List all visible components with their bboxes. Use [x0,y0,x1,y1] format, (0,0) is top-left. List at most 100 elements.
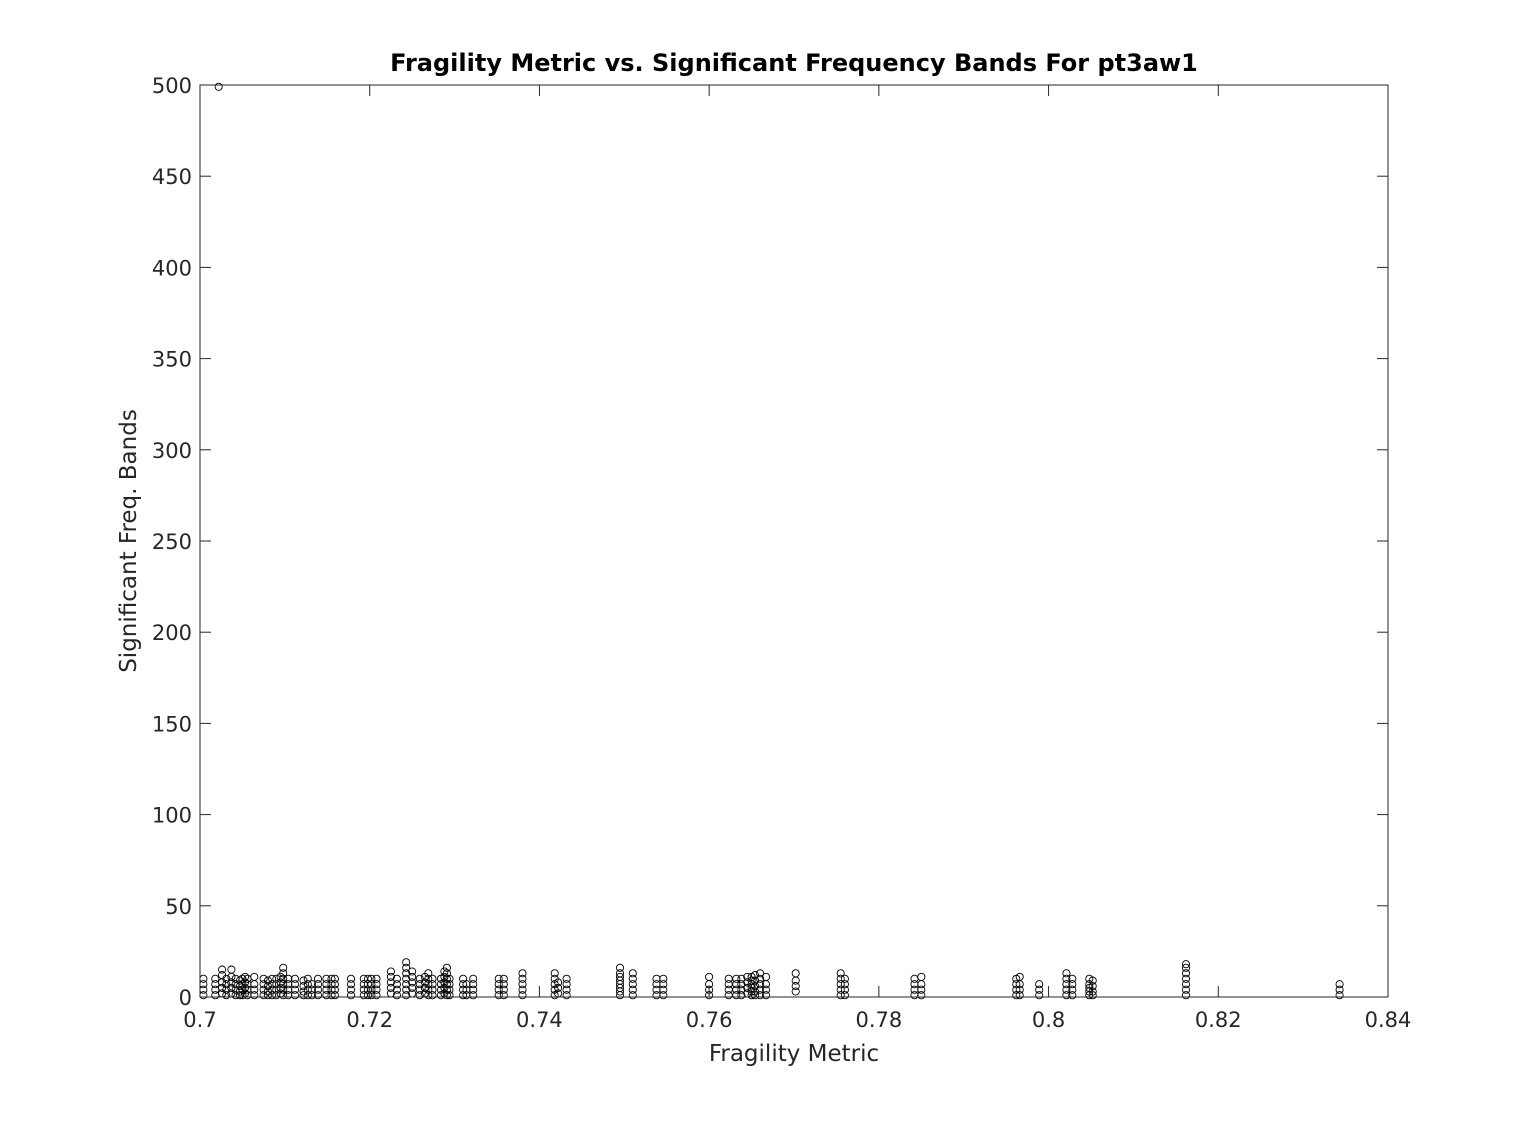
data-point [402,969,411,978]
y-tick-label: 200 [152,621,192,645]
data-point [761,991,771,1000]
data-point [917,991,926,1000]
data-point [518,974,527,983]
data-point [442,969,451,978]
data-point [263,991,272,1000]
data-point [1035,985,1044,994]
y-tick-label: 150 [152,712,192,736]
data-point [284,985,293,994]
data-point [761,972,771,981]
data-point [250,985,259,994]
data-point [836,969,845,978]
data-point [372,985,381,994]
data-point [303,980,312,989]
data-point [737,991,746,1000]
data-point [494,974,503,983]
data-point [322,985,331,994]
data-point [737,974,746,983]
data-point [628,980,637,989]
data-point [442,963,451,972]
data-point [518,991,527,1000]
data-point [469,974,478,983]
data-point [1015,991,1024,1000]
data-point [562,974,571,983]
data-point [1181,974,1191,983]
data-point [659,980,668,989]
data-point [836,980,845,989]
data-point [1068,991,1077,1000]
data-point [367,980,376,989]
data-point [1181,980,1191,989]
y-tick-label: 300 [152,439,192,463]
data-point [346,974,356,983]
data-point [1062,969,1071,978]
data-point [628,969,637,978]
data-point [392,991,401,1000]
data-point [330,974,339,983]
data-point [299,991,308,1000]
data-point [499,985,508,994]
data-point [445,985,454,994]
data-point [562,991,571,1000]
data-point [1068,980,1077,989]
data-point [408,983,417,992]
data-point [303,991,312,1000]
data-point [222,991,231,1000]
data-point [791,969,800,978]
data-point [392,974,401,983]
data-point [756,985,765,994]
data-point [238,991,247,1000]
data-point [284,991,293,1000]
data-point [290,991,300,1000]
data-point [445,974,454,983]
data-point [279,985,288,994]
data-point [386,978,395,987]
data-point [1062,974,1071,983]
data-point [303,985,312,994]
data-point [732,991,741,1000]
data-point [494,985,503,994]
data-point [313,980,323,989]
data-point [659,985,668,994]
data-point [1335,991,1344,1000]
data-point [268,974,277,983]
data-point [840,985,849,994]
data-point [303,974,312,983]
data-point [550,969,559,978]
data-point [1181,969,1191,978]
data-point [917,985,926,994]
data-point [322,980,331,989]
data-point [562,985,571,994]
x-axis-label: Fragility Metric [709,1041,879,1067]
data-point [214,82,223,91]
data-point [240,972,250,981]
data-point [494,991,503,1000]
data-point [469,980,478,989]
data-point [554,983,563,992]
data-point [392,980,401,989]
data-point [518,985,527,994]
data-point [469,985,478,994]
data-point [518,980,527,989]
data-point [836,985,845,994]
data-point [1062,991,1071,1000]
data-point [211,974,220,983]
data-point [1088,982,1097,991]
data-point [1088,991,1097,1000]
x-tick-label: 0.82 [1195,1008,1242,1032]
data-point [402,958,411,967]
data-point [386,967,395,976]
ticks-layer: 0.7 0.72 0.74 0.76 0.78 0.8 0.82 0.84 0 50 100 150 2… [152,74,1411,1032]
points-layer [199,82,1344,1000]
y-tick-label: 250 [152,530,192,554]
data-point [1035,991,1044,1000]
data-point [518,969,527,978]
data-point [367,974,376,983]
data-point [322,991,331,1000]
data-point [750,991,760,1000]
data-point [732,974,741,983]
data-point [1181,991,1191,1000]
data-point [756,974,765,983]
data-point [462,980,471,989]
data-point [424,985,433,994]
